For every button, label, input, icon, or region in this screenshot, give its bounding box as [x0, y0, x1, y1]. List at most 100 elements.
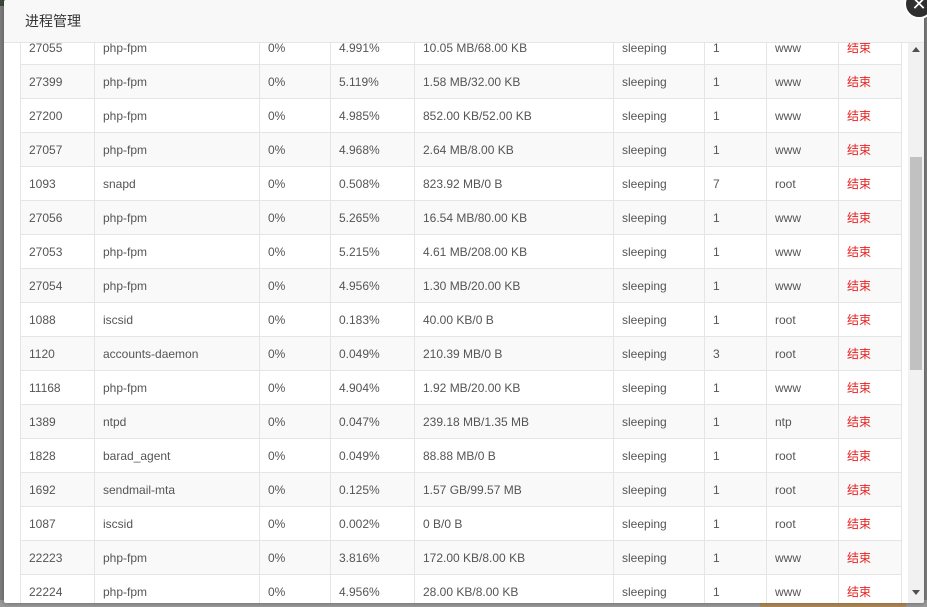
process-threads-cell: 1 — [704, 132, 767, 167]
process-name-cell: snapd — [94, 166, 260, 201]
process-name-cell: php-fpm — [94, 574, 260, 603]
process-pid-cell: 27055 — [20, 43, 95, 65]
process-threads-cell: 1 — [704, 64, 767, 99]
process-status-cell: sleeping — [613, 506, 705, 541]
kill-process-link[interactable]: 结束 — [847, 211, 872, 225]
process-cpu-cell: 0% — [259, 574, 331, 603]
process-cpu-cell: 0% — [259, 336, 331, 371]
kill-process-link[interactable]: 结束 — [847, 109, 872, 123]
process-cpu-cell: 0% — [259, 98, 331, 133]
process-pid-cell: 1120 — [20, 336, 95, 371]
table-row: 27054 php-fpm 0% 4.956% 1.30 MB/20.00 KB slee… — [20, 268, 902, 303]
process-name-cell: php-fpm — [94, 200, 260, 235]
close-button[interactable]: ✕ — [904, 0, 927, 19]
process-status-cell: sleeping — [613, 43, 705, 65]
process-memory-cell: 0.047% — [330, 404, 415, 439]
process-pid-cell: 22224 — [20, 574, 95, 603]
process-threads-cell: 1 — [704, 302, 767, 337]
table-row: 1120 accounts-daemon 0% 0.049% 210.39 MB/0 B… — [20, 336, 902, 371]
kill-process-link[interactable]: 结束 — [847, 415, 872, 429]
process-action-cell: 结束 — [838, 472, 902, 507]
process-threads-cell: 1 — [704, 472, 767, 507]
process-name-cell: php-fpm — [94, 132, 260, 167]
process-status-cell: sleeping — [613, 574, 705, 603]
table-row: 27053 php-fpm 0% 5.215% 4.61 MB/208.00 KB sle… — [20, 234, 902, 269]
kill-process-link[interactable]: 结束 — [847, 75, 872, 89]
vertical-scrollbar[interactable] — [908, 43, 924, 603]
process-action-cell: 结束 — [838, 234, 902, 269]
kill-process-link[interactable]: 结束 — [847, 43, 872, 55]
process-user-cell: ntp — [766, 404, 839, 439]
kill-process-link[interactable]: 结束 — [847, 483, 872, 497]
process-name-cell: php-fpm — [94, 268, 260, 303]
process-threads-cell: 1 — [704, 370, 767, 405]
process-pid-cell: 27056 — [20, 200, 95, 235]
process-memory-cell: 0.049% — [330, 336, 415, 371]
scrollbar-thumb[interactable] — [910, 157, 922, 370]
kill-process-link[interactable]: 结束 — [847, 381, 872, 395]
process-name-cell: php-fpm — [94, 43, 260, 65]
kill-process-link[interactable]: 结束 — [847, 551, 872, 565]
table-row: 27200 php-fpm 0% 4.985% 852.00 KB/52.00 KB sl… — [20, 98, 902, 133]
process-io-cell: 823.92 MB/0 B — [414, 166, 614, 201]
process-table-body: 27055 php-fpm 0% 4.991% 10.05 MB/68.00 KB sle… — [20, 43, 902, 603]
process-pid-cell: 22223 — [20, 540, 95, 575]
process-action-cell: 结束 — [838, 438, 902, 473]
process-name-cell: ntpd — [94, 404, 260, 439]
process-user-cell: root — [766, 336, 839, 371]
process-cpu-cell: 0% — [259, 370, 331, 405]
process-pid-cell: 11168 — [20, 370, 95, 405]
process-status-cell: sleeping — [613, 132, 705, 167]
process-action-cell: 结束 — [838, 540, 902, 575]
kill-process-link[interactable]: 结束 — [847, 143, 872, 157]
kill-process-link[interactable]: 结束 — [847, 245, 872, 259]
kill-process-link[interactable]: 结束 — [847, 517, 872, 531]
process-name-cell: iscsid — [94, 302, 260, 337]
arrow-up-icon[interactable] — [912, 47, 920, 52]
kill-process-link[interactable]: 结束 — [847, 347, 872, 361]
kill-process-link[interactable]: 结束 — [847, 585, 872, 599]
process-memory-cell: 5.119% — [330, 64, 415, 99]
process-user-cell: www — [766, 268, 839, 303]
process-threads-cell: 1 — [704, 268, 767, 303]
close-icon: ✕ — [911, 0, 927, 15]
process-cpu-cell: 0% — [259, 268, 331, 303]
kill-process-link[interactable]: 结束 — [847, 177, 872, 191]
process-table-viewport: 27055 php-fpm 0% 4.991% 10.05 MB/68.00 KB sle… — [4, 43, 908, 603]
process-name-cell: accounts-daemon — [94, 336, 260, 371]
process-user-cell: root — [766, 506, 839, 541]
kill-process-link[interactable]: 结束 — [847, 313, 872, 327]
process-table: 27055 php-fpm 0% 4.991% 10.05 MB/68.00 KB sle… — [20, 43, 902, 603]
process-status-cell: sleeping — [613, 438, 705, 473]
background-button — [760, 601, 906, 607]
kill-process-link[interactable]: 结束 — [847, 279, 872, 293]
process-name-cell: sendmail-mta — [94, 472, 260, 507]
process-io-cell: 28.00 KB/8.00 KB — [414, 574, 614, 603]
process-io-cell: 0 B/0 B — [414, 506, 614, 541]
arrow-down-icon[interactable] — [912, 590, 920, 595]
process-status-cell: sleeping — [613, 200, 705, 235]
process-action-cell: 结束 — [838, 98, 902, 133]
process-name-cell: iscsid — [94, 506, 260, 541]
dialog-header: 进程管理 — [4, 0, 924, 43]
process-name-cell: barad_agent — [94, 438, 260, 473]
process-memory-cell: 4.904% — [330, 370, 415, 405]
process-threads-cell: 3 — [704, 336, 767, 371]
process-cpu-cell: 0% — [259, 506, 331, 541]
process-io-cell: 1.57 GB/99.57 MB — [414, 472, 614, 507]
process-user-cell: root — [766, 302, 839, 337]
table-row: 22224 php-fpm 0% 4.956% 28.00 KB/8.00 KB slee… — [20, 574, 902, 603]
process-pid-cell: 27053 — [20, 234, 95, 269]
process-io-cell: 852.00 KB/52.00 KB — [414, 98, 614, 133]
kill-process-link[interactable]: 结束 — [847, 449, 872, 463]
process-pid-cell: 1087 — [20, 506, 95, 541]
process-cpu-cell: 0% — [259, 472, 331, 507]
process-cpu-cell: 0% — [259, 200, 331, 235]
process-status-cell: sleeping — [613, 64, 705, 99]
background-page-footer — [0, 600, 927, 607]
process-action-cell: 结束 — [838, 574, 902, 603]
process-threads-cell: 1 — [704, 404, 767, 439]
process-cpu-cell: 0% — [259, 438, 331, 473]
